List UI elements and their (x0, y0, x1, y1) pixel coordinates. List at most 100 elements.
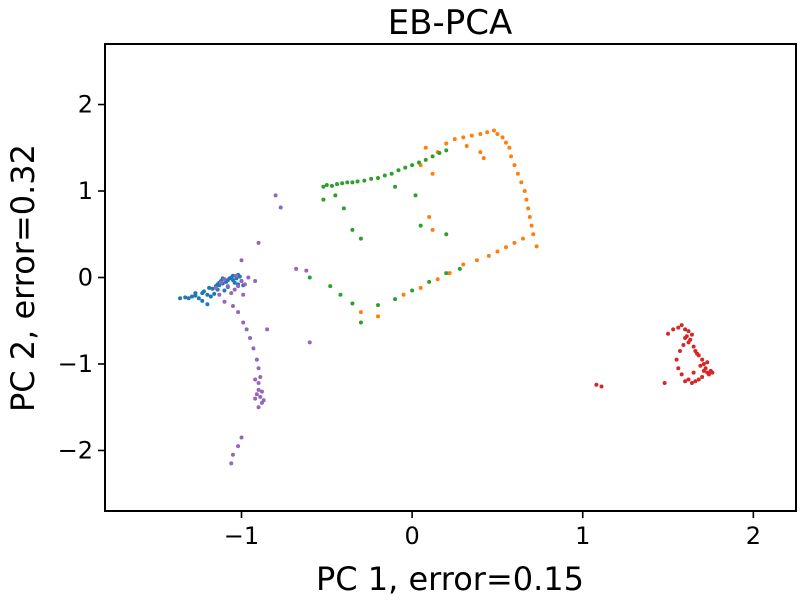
scatter-point (403, 165, 408, 170)
scatter-point (700, 357, 705, 362)
scatter-point (705, 360, 710, 365)
scatter-point (350, 180, 355, 185)
scatter-point (693, 379, 698, 384)
scatter-point (524, 197, 529, 202)
scatter-point (676, 366, 681, 371)
x-tick-label: 0 (404, 522, 419, 550)
scatter-point (244, 327, 249, 332)
scatter-point (256, 366, 261, 371)
scatter-point (253, 278, 258, 283)
scatter-point (684, 334, 689, 339)
scatter-point (452, 137, 457, 142)
scatter-point (529, 223, 534, 228)
scatter-point (401, 292, 406, 297)
scatter-point (345, 180, 350, 185)
scatter-point (265, 327, 270, 332)
scatter-point (503, 140, 508, 145)
scatter-point (236, 444, 241, 449)
scatter-point (186, 296, 191, 301)
scatter-point (183, 295, 188, 300)
scatter-point (666, 331, 671, 336)
scatter-point (674, 357, 679, 362)
scatter-point (688, 337, 693, 342)
scatter-point (307, 340, 312, 345)
scatter-point (495, 131, 500, 136)
scatter-point (519, 180, 524, 185)
scatter-point (261, 398, 266, 403)
scatter-point (461, 135, 466, 140)
scatter-point (259, 389, 264, 394)
scatter-point (396, 168, 401, 173)
scatter-point (230, 452, 235, 457)
scatter-point (512, 240, 517, 245)
scatter-point (375, 303, 380, 308)
scatter-point (239, 278, 244, 283)
scatter-point (683, 327, 688, 332)
chart-title: EB-PCA (388, 3, 513, 43)
scatter-point (393, 297, 398, 302)
scatter-point (234, 273, 239, 278)
scatter-point (321, 197, 326, 202)
scatter-point (413, 193, 418, 198)
scatter-point (492, 128, 497, 133)
scatter-point (239, 258, 244, 263)
x-axis-ticks: −1 0 1 2 (224, 511, 761, 550)
scatter-point (193, 291, 198, 296)
scatter-point (522, 189, 527, 194)
y-tick-label: 1 (78, 177, 93, 205)
scatter-point (495, 249, 500, 254)
scatter-point (444, 232, 449, 237)
scatter-point (683, 379, 688, 384)
scatter-point (534, 244, 539, 249)
scatter-point (338, 292, 343, 297)
scatter-point (321, 184, 326, 189)
scatter-point (369, 176, 374, 181)
scatter-point (232, 280, 237, 285)
scatter-point (358, 310, 363, 315)
scatter-point (410, 163, 415, 168)
scatter-point (427, 279, 432, 284)
scatter-point (691, 370, 696, 375)
scatter-point (486, 253, 491, 258)
scatter-point (256, 381, 261, 386)
plot-frame (104, 43, 797, 512)
scatter-point (253, 396, 258, 401)
scatter-point (679, 372, 684, 377)
scatter-point (389, 171, 394, 176)
scatter-point (335, 182, 340, 187)
scatter-point (375, 176, 380, 181)
scatter-point (662, 381, 667, 386)
scatter-point (689, 332, 694, 337)
scatter-point (430, 171, 435, 176)
scatter-point (427, 214, 432, 219)
scatter-point (503, 245, 508, 250)
scatter-point (676, 325, 681, 330)
scatter-point (435, 277, 440, 282)
scatter-point (512, 163, 517, 168)
scatter-point (210, 286, 215, 291)
scatter-point (447, 271, 452, 276)
scatter-point (507, 145, 512, 150)
scatter-point (706, 372, 711, 377)
scatter-point (710, 370, 715, 375)
scatter-point (229, 291, 234, 296)
scatter-point (239, 435, 244, 440)
scatter-point (200, 298, 205, 303)
x-axis-label: PC 1, error=0.15 (316, 560, 584, 598)
scatter-point (340, 181, 345, 186)
scatter-point (691, 344, 696, 349)
scatter-point (418, 285, 423, 290)
scatter-point (222, 288, 227, 293)
scatter-point (478, 150, 483, 155)
scatter-point (248, 336, 253, 341)
scatter-point (253, 377, 258, 382)
scatter-point (457, 266, 462, 271)
scatter-point (358, 236, 363, 241)
scatter-point (208, 294, 213, 299)
y-tick-label: 0 (78, 264, 93, 292)
scatter-point (225, 284, 230, 289)
scatter-point (241, 320, 246, 325)
scatter-point (251, 346, 256, 351)
scatter-point (278, 205, 283, 210)
x-tick-label: 1 (575, 522, 590, 550)
